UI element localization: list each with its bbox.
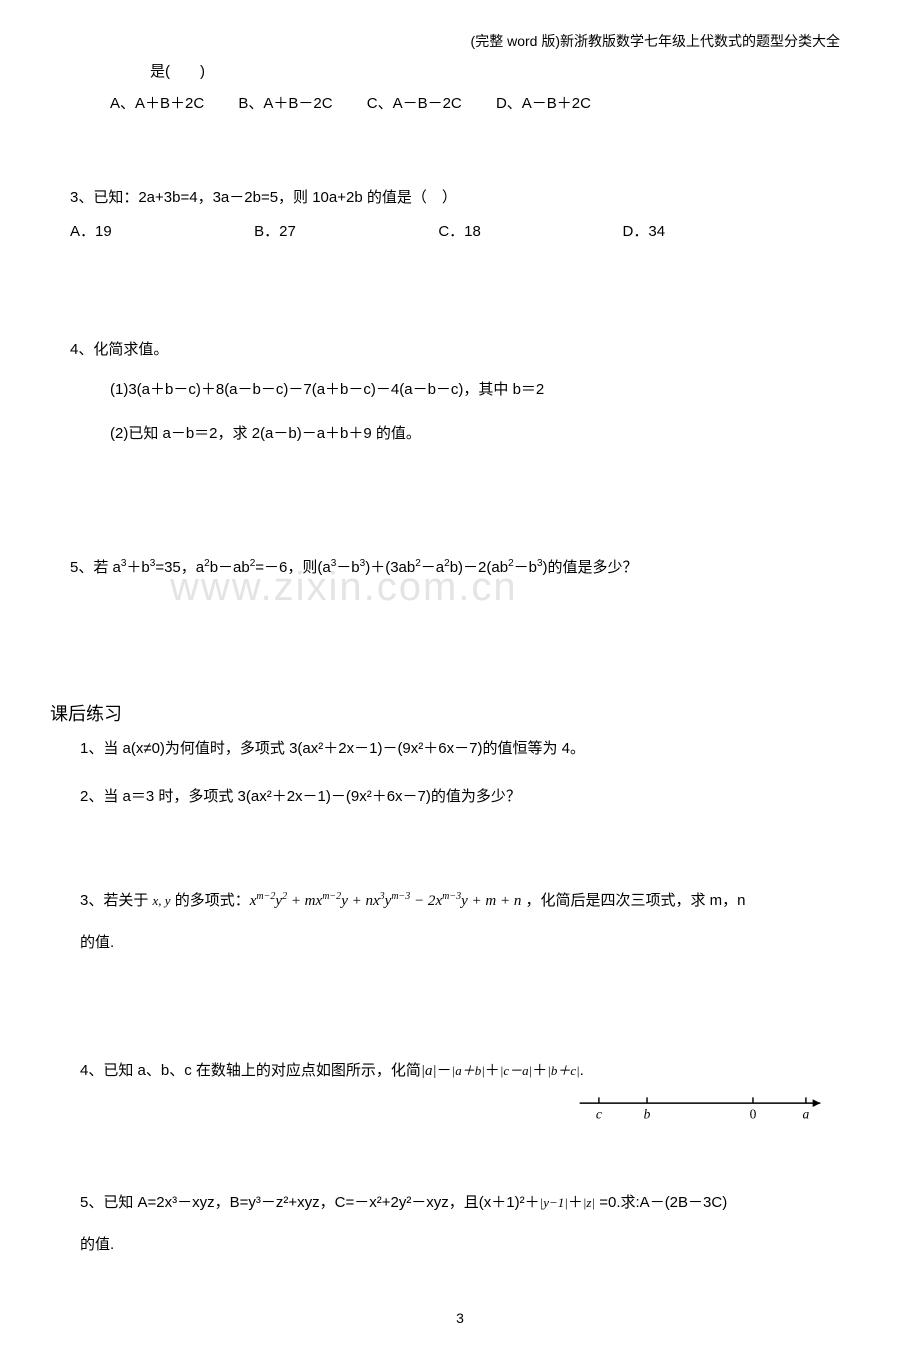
q5-part: ＋b: [126, 559, 149, 576]
p3-suffix: ，化简后是四次三项式，求 m，n: [521, 892, 745, 909]
q3-option-b: B．27: [254, 220, 434, 244]
q5-part: =－6，则(a: [255, 559, 330, 576]
p5-plus: ＋: [568, 1194, 583, 1211]
q5-part: )＋(3ab: [365, 559, 415, 576]
svg-text:b: b: [644, 1107, 651, 1122]
q5-part: )的值是多少？: [543, 559, 638, 576]
p4-abs1: |a|: [421, 1063, 437, 1079]
q3-text: 3、已知：2a+3b=4，3a－2b=5，则 10a+2b 的值是（ ）: [70, 186, 850, 210]
svg-text:c: c: [596, 1107, 602, 1122]
q2-option-b: B、A＋B－2C: [238, 92, 332, 116]
q5-part: －b: [336, 559, 359, 576]
p4-abs4: |b＋c|: [547, 1063, 579, 1078]
p4-plus1: ＋: [485, 1062, 500, 1079]
svg-text:a: a: [803, 1107, 810, 1122]
q5-part: －b: [514, 559, 537, 576]
p2: 2、当 a＝3 时，多项式 3(ax²＋2x－1)－(9x²＋6x－7)的值为多…: [70, 785, 850, 809]
p4: 4、已知 a、b、c 在数轴上的对应点如图所示，化简|a|－|a＋b|＋|c－a…: [70, 1059, 850, 1083]
p5-abs2: |z|: [583, 1195, 595, 1210]
q3: 3、已知：2a+3b=4，3a－2b=5，则 10a+2b 的值是（ ） A．1…: [70, 186, 850, 244]
q5-part: b－ab: [210, 559, 250, 576]
q4: 4、化简求值。 (1)3(a＋b－c)＋8(a－b－c)－7(a＋b－c)－4(…: [70, 338, 850, 446]
p3-mid: 的多项式：: [171, 892, 250, 909]
section-title: 课后练习: [50, 700, 850, 729]
p4-abs3: |c－a|: [500, 1063, 532, 1078]
q2-option-a: A、A＋B＋2C: [110, 92, 204, 116]
q5-part: 5、若 a: [70, 559, 121, 576]
q5-part: =35，a: [155, 559, 204, 576]
q5: 5、若 a3＋b3=35，a2b－ab2=－6，则(a3－b3)＋(3ab2－a…: [70, 556, 850, 580]
p4-abs2: |a＋b|: [452, 1063, 485, 1078]
p5-abs1: |y−1|: [540, 1195, 568, 1210]
p4-plus2: ＋: [532, 1062, 547, 1079]
content-area: 是( ) A、A＋B＋2C B、A＋B－2C C、A－B－2C D、A－B＋2C…: [70, 60, 850, 1329]
page-number: 3: [70, 1307, 850, 1329]
p3-poly: xm−2y2 + mxm−2y + nx3ym−3 − 2xm−3y + m +…: [250, 893, 522, 909]
number-line-diagram: c b 0 a: [570, 1087, 830, 1127]
p3: 3、若关于 x, y 的多项式：xm−2y2 + mxm−2y + nx3ym−…: [70, 889, 850, 913]
q3-option-c: C．18: [438, 220, 618, 244]
p4-end: .: [580, 1062, 584, 1079]
p3-vars: x, y: [153, 893, 171, 908]
svg-text:0: 0: [750, 1107, 757, 1122]
q2-option-d: D、A－B＋2C: [496, 92, 591, 116]
q4-sub2: (2)已知 a－b＝2，求 2(a－b)－a＋b＋9 的值。: [70, 422, 850, 446]
p5-prefix: 5、已知 A=2x³－xyz，B=y³－z²+xyz，C=－x²+2y²－xyz…: [80, 1194, 540, 1211]
q4-title: 4、化简求值。: [70, 338, 850, 362]
q2-options: A、A＋B＋2C B、A＋B－2C C、A－B－2C D、A－B＋2C: [70, 92, 850, 116]
document-header: (完整 word 版)新浙教版数学七年级上代数式的题型分类大全: [70, 30, 850, 52]
p5-mid: =0.求:A－(2B－3C): [595, 1194, 727, 1211]
q4-sub1: (1)3(a＋b－c)＋8(a－b－c)－7(a＋b－c)－4(a－b－c)，其…: [70, 378, 850, 402]
q3-option-a: A．19: [70, 220, 250, 244]
p4-dash1: －: [437, 1062, 452, 1079]
q3-option-d: D．34: [623, 220, 666, 244]
q2-continuation: 是( ): [70, 60, 850, 84]
p3-line2: 的值.: [70, 931, 850, 955]
p5-line2: 的值.: [70, 1233, 850, 1257]
p3-prefix: 3、若关于: [80, 892, 153, 909]
p5: 5、已知 A=2x³－xyz，B=y³－z²+xyz，C=－x²+2y²－xyz…: [70, 1191, 850, 1215]
q2-option-c: C、A－B－2C: [367, 92, 462, 116]
p1: 1、当 a(x≠0)为何值时，多项式 3(ax²＋2x－1)－(9x²＋6x－7…: [70, 737, 850, 761]
p4-prefix: 4、已知 a、b、c 在数轴上的对应点如图所示，化简: [80, 1062, 421, 1079]
q5-part: －a: [421, 559, 444, 576]
q5-part: b)－2(ab: [450, 559, 508, 576]
